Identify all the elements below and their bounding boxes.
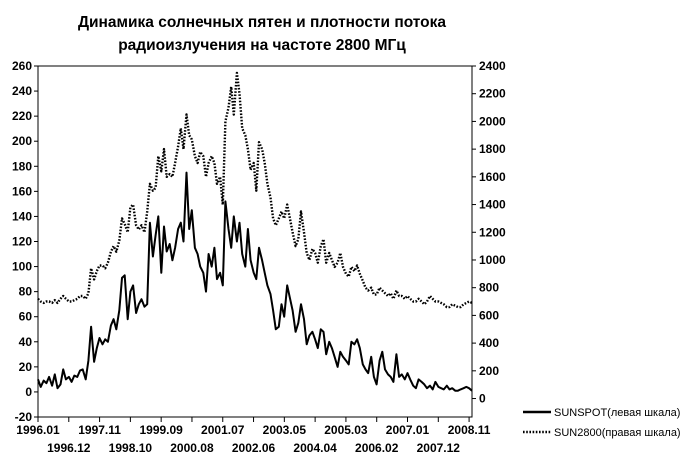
- x-tick-label: 2004.04: [293, 441, 337, 455]
- y-left-tick-label: 220: [12, 109, 32, 123]
- y-left-tick-label: 0: [25, 385, 32, 399]
- y-left-tick-label: 260: [12, 59, 32, 73]
- x-tick-label: 2005.03: [324, 423, 368, 437]
- x-tick-label: 2007.01: [386, 423, 430, 437]
- legend-label: SUN2800(правая шкала): [554, 427, 681, 439]
- x-tick-label: 2000.08: [170, 441, 214, 455]
- y-left-tick-label: 180: [12, 159, 32, 173]
- y-left-tick-label: 240: [12, 84, 32, 98]
- x-tick-label: 1996.12: [47, 441, 91, 455]
- y-right-tick-label: 0: [479, 392, 486, 406]
- y-left-tick-label: 60: [19, 310, 33, 324]
- plot-frame: [37, 65, 473, 418]
- series-sunspot-line: [37, 171, 473, 392]
- y-left-tick-label: 20: [19, 360, 33, 374]
- y-right-tick-label: 1000: [479, 253, 506, 267]
- y-left-tick-label: 200: [12, 134, 32, 148]
- x-axis: 1996.01 1997.11 1999.09 2001.07 2003.05 2005.…: [16, 417, 491, 455]
- y-right-tick-label: 2200: [479, 87, 506, 101]
- y-right-tick-label: 600: [479, 308, 499, 322]
- x-tick-label: 2007.12: [417, 441, 461, 455]
- x-tick-label: 2008.11: [448, 423, 491, 437]
- y-left-tick-label: 140: [12, 209, 32, 223]
- y-right-tick-label: 1400: [479, 198, 506, 212]
- x-tick-label: 2003.05: [263, 423, 307, 437]
- y-right-tick-label: 1600: [479, 170, 506, 184]
- y-left-tick-label: 40: [19, 335, 33, 349]
- y-left-tick-label: 100: [12, 260, 32, 274]
- x-tick-label: 2001.07: [201, 423, 245, 437]
- y-axis-left: -20 0 20 40 60 80 100 120 140 160 180 200 220 240 260: [12, 59, 38, 424]
- y-right-tick-label: 1200: [479, 225, 506, 239]
- x-tick-label: 1998.10: [109, 441, 153, 455]
- y-axis-right: 0 200 400 600 800 1000 1200 1400 1600 1800 2000 220…: [472, 59, 506, 406]
- legend: SUNSPOT(левая шкала) SUN2800(правая шкала…: [523, 407, 681, 439]
- x-tick-label: 1997.11: [78, 423, 121, 437]
- y-right-tick-label: 1800: [479, 142, 506, 156]
- y-left-tick-label: 160: [12, 184, 32, 198]
- x-tick-label: 1999.09: [139, 423, 183, 437]
- y-left-tick-label: -20: [15, 410, 33, 424]
- y-right-tick-label: 800: [479, 281, 499, 295]
- series-layer: [37, 71, 473, 392]
- x-tick-label: 1996.01: [16, 423, 60, 437]
- y-right-tick-label: 200: [479, 364, 499, 378]
- y-right-tick-label: 2400: [479, 59, 506, 73]
- chart-title-line-1: Динамика солнечных пятен и плотности пот…: [78, 14, 446, 31]
- y-right-tick-label: 400: [479, 336, 499, 350]
- series-sun2800-line: [37, 71, 473, 309]
- chart-title-line-2: радиоизлучения на частоте 2800 МГц: [118, 37, 406, 54]
- y-left-tick-label: 80: [19, 285, 33, 299]
- x-tick-label: 2002.06: [232, 441, 276, 455]
- x-tick-label: 2006.02: [355, 441, 399, 455]
- legend-label: SUNSPOT(левая шкала): [554, 407, 680, 419]
- y-left-tick-label: 120: [12, 235, 32, 249]
- y-right-tick-label: 2000: [479, 114, 506, 128]
